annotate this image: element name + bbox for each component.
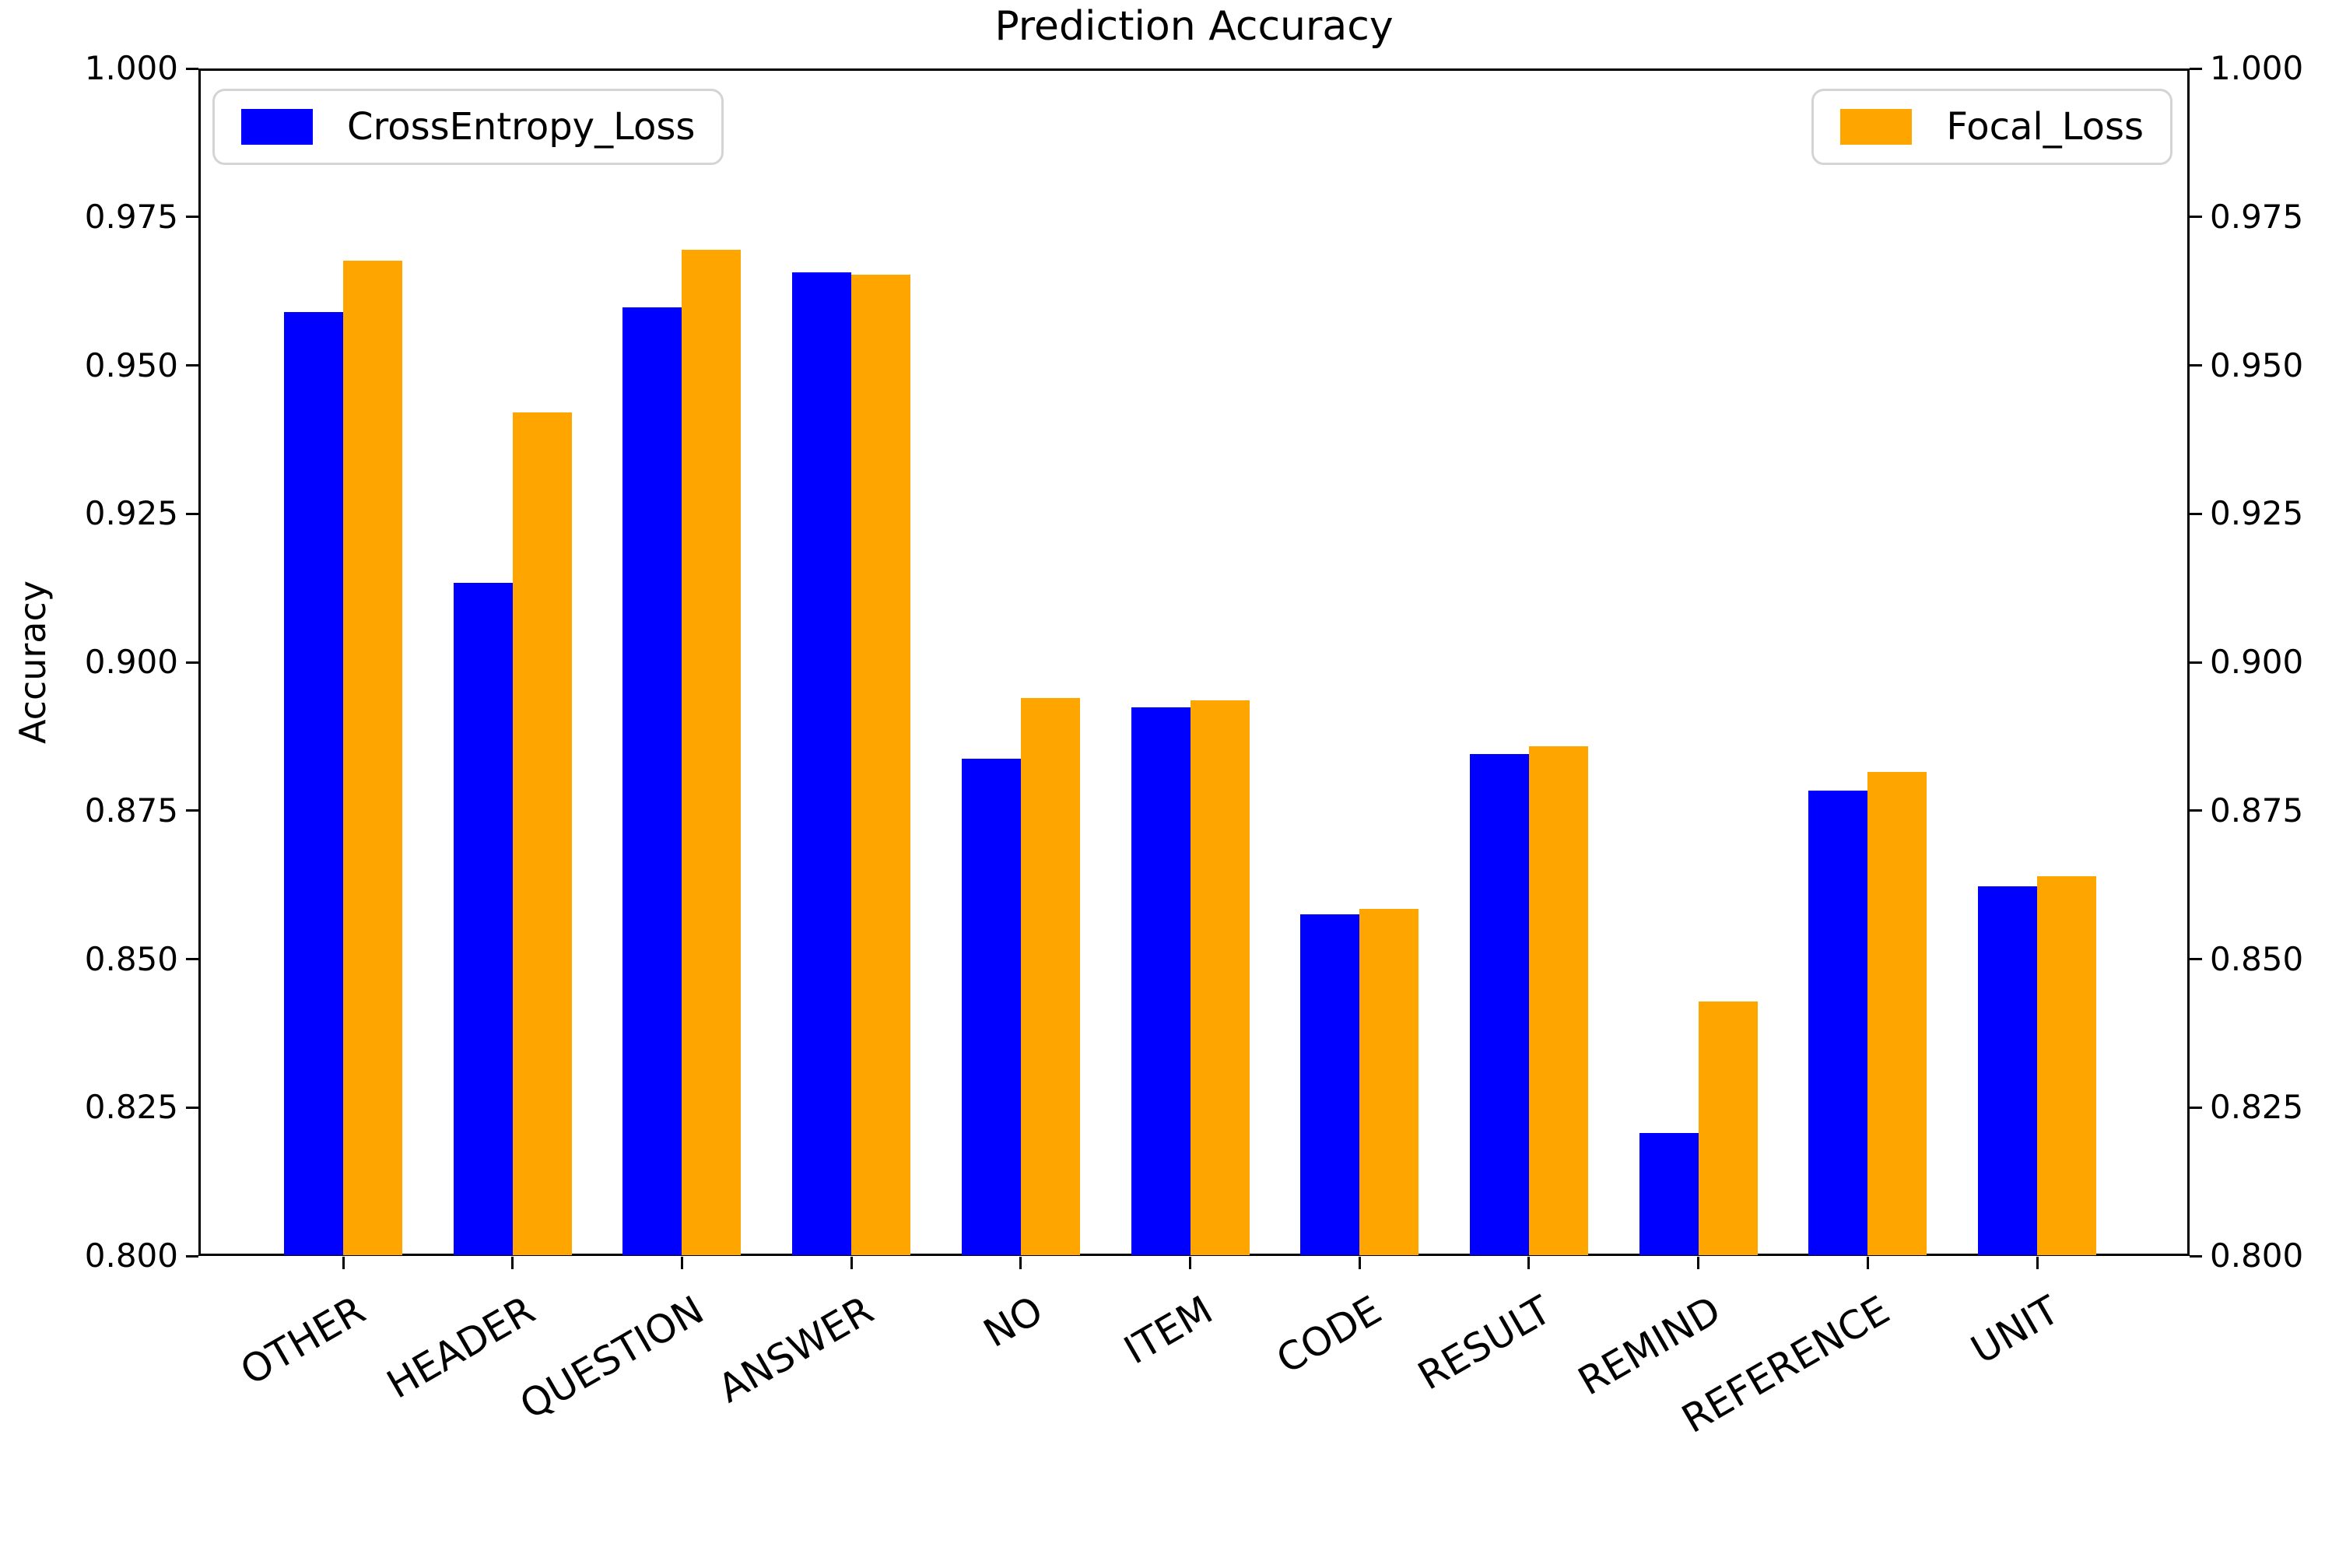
y-tick-label-left: 0.875 (84, 791, 178, 830)
y-tick-right (2190, 67, 2202, 70)
y-tick-label-left: 1.000 (84, 49, 178, 87)
y-tick-label-right: 0.800 (2210, 1237, 2304, 1275)
y-tick-label-right: 0.925 (2210, 494, 2304, 533)
y-tick-right (2190, 512, 2202, 515)
y-tick-right (2190, 809, 2202, 812)
bar-crossentropy_loss-no (961, 758, 1021, 1255)
y-tick-label-left: 0.850 (84, 939, 178, 978)
y-tick-right (2190, 661, 2202, 664)
y-tick-left (186, 1106, 198, 1109)
y-tick-label-left: 0.975 (84, 197, 178, 236)
x-tick (1019, 1257, 1022, 1269)
bar-crossentropy_loss-result (1469, 754, 1529, 1255)
y-tick-left (186, 512, 198, 515)
y-tick-left (186, 364, 198, 367)
bar-crossentropy_loss-code (1300, 914, 1360, 1255)
bar-focal_loss-reference (1867, 772, 1927, 1255)
y-tick-label-right: 0.825 (2210, 1088, 2304, 1127)
x-tick (1527, 1257, 1531, 1269)
legend-focal: Focal_Loss (1811, 89, 2172, 165)
y-tick-label-left: 0.925 (84, 494, 178, 533)
chart-title: Prediction Accuracy (994, 3, 1394, 50)
x-tick (511, 1257, 514, 1269)
bar-focal_loss-other (343, 261, 402, 1255)
bar-focal_loss-header (512, 412, 572, 1255)
y-tick-right (2190, 364, 2202, 367)
bar-focal_loss-question (682, 250, 742, 1255)
bar-focal_loss-code (1359, 909, 1419, 1255)
x-tick (680, 1257, 683, 1269)
y-tick-label-right: 0.900 (2210, 643, 2304, 681)
y-tick-label-right: 0.850 (2210, 939, 2304, 978)
y-tick-left (186, 216, 198, 219)
y-tick-label-left: 0.825 (84, 1088, 178, 1127)
legend-swatch-crossentropy (241, 109, 313, 145)
y-tick-label-left: 0.800 (84, 1237, 178, 1275)
bar-crossentropy_loss-unit (1978, 886, 2037, 1255)
bar-focal_loss-result (1528, 746, 1588, 1255)
bar-focal_loss-item (1190, 700, 1250, 1255)
x-tick (1189, 1257, 1191, 1269)
legend-label-crossentropy: CrossEntropy_Loss (347, 105, 696, 149)
figure: Prediction Accuracy Accuracy 0.800 0.800 0… (12, 3, 2304, 1442)
bar-crossentropy_loss-other (284, 311, 343, 1255)
bar-focal_loss-no (1020, 697, 1080, 1255)
bar-focal_loss-answer (851, 274, 911, 1255)
x-tick (2036, 1257, 2039, 1269)
legend-label-focal: Focal_Loss (1946, 105, 2144, 149)
y-tick-left (186, 809, 198, 812)
y-tick-label-right: 0.975 (2210, 197, 2304, 236)
bar-crossentropy_loss-remind (1639, 1133, 1699, 1255)
y-tick-label-left: 0.950 (84, 346, 178, 384)
x-tick (342, 1257, 345, 1269)
y-tick-left (186, 958, 198, 960)
bar-crossentropy_loss-header (453, 582, 513, 1255)
y-tick-label-right: 1.000 (2210, 49, 2304, 87)
y-tick-left (186, 661, 198, 664)
y-tick-left (186, 67, 198, 70)
y-tick-right (2190, 216, 2202, 219)
legend-crossentropy: CrossEntropy_Loss (212, 89, 724, 165)
bar-crossentropy_loss-item (1131, 707, 1191, 1255)
bar-crossentropy_loss-question (622, 307, 682, 1255)
y-tick-label-right: 0.950 (2210, 346, 2304, 384)
y-tick-label-right: 0.875 (2210, 791, 2304, 830)
x-tick (1358, 1257, 1361, 1269)
x-tick (850, 1257, 853, 1269)
y-tick-left (186, 1254, 198, 1258)
bar-focal_loss-remind (1698, 1001, 1758, 1255)
x-tick (1866, 1257, 1869, 1269)
y-tick-label-left: 0.900 (84, 643, 178, 681)
y-tick-right (2190, 1106, 2202, 1109)
legend-swatch-focal (1840, 109, 1913, 145)
y-tick-right (2190, 958, 2202, 960)
y-tick-right (2190, 1254, 2202, 1258)
x-tick (1697, 1257, 1700, 1269)
bar-focal_loss-unit (2037, 875, 2096, 1255)
bar-crossentropy_loss-reference (1808, 790, 1868, 1255)
bar-crossentropy_loss-answer (792, 272, 852, 1255)
